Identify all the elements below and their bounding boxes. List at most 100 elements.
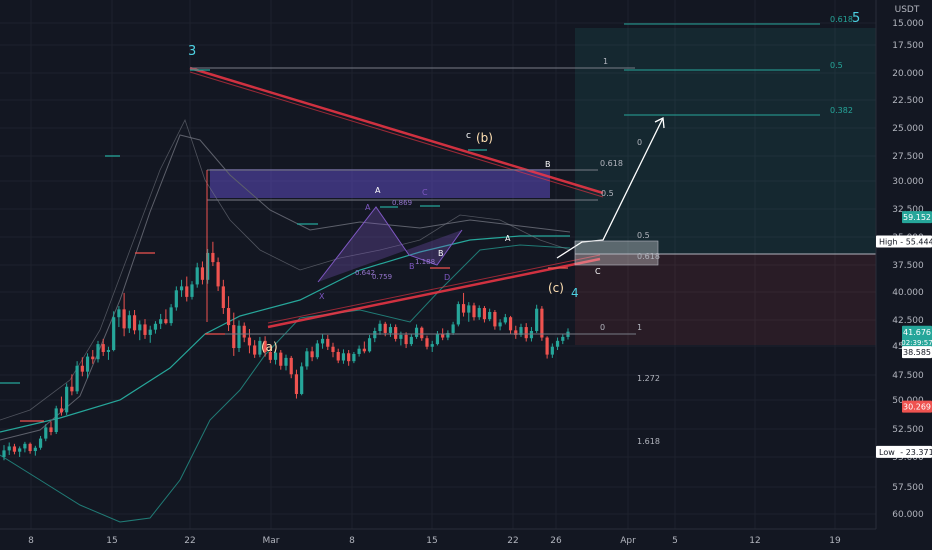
candle-body [482,308,487,320]
wave-label: (b) [476,131,493,145]
candle-body [326,338,330,347]
candle-body [65,386,69,413]
candle-body [305,351,309,367]
candle-body [519,327,523,335]
time-tick-label: 15 [426,536,437,546]
candle-body [112,317,116,351]
fib-label: 0.618 [637,252,660,261]
price-tick-label: 30.000 [892,177,924,187]
candle-body [425,338,429,347]
candle-body [441,334,445,338]
price-tag [902,346,932,359]
candle-body [524,327,528,339]
moving-average-line [0,235,570,433]
candle-body [388,327,393,333]
triangle-upper-line-inner [189,71,604,198]
candle-body [185,286,189,297]
fib-label: 0.5 [637,231,650,240]
price-tag-value: 30.269 [903,403,931,412]
bollinger-upper [0,134,571,441]
price-tick-label: 27.500 [892,152,924,162]
candle-body [503,317,507,323]
price-tick-label: 52.500 [892,425,924,435]
time-tick-label: Mar [263,536,280,546]
time-tick-label: Apr [620,536,636,546]
wave-label: 3 [188,44,196,59]
candle-body [33,447,37,452]
candle-body [138,324,142,331]
stop-zone [575,254,876,345]
candle-body [91,356,95,360]
candle-body [75,365,79,392]
grid [0,0,876,529]
price-tick-label: 60.000 [892,510,924,520]
candle-body [247,337,252,346]
candle-body [561,336,565,341]
drawing-overlays [0,66,876,422]
candle-body [550,346,554,355]
price-tag-value: - 23.371 [900,448,932,457]
candle-body [279,352,283,366]
candle-body [12,446,17,452]
candle-body [367,338,372,352]
price-tag-value: 38.585 [903,348,931,357]
fib-label: 0 [637,138,642,147]
time-tick-label: 8 [349,536,355,546]
candle-body [206,252,210,280]
price-tick-label: 32.500 [892,205,924,215]
candle-body [535,308,539,331]
price-tag-prefix: High [879,237,897,246]
candle-body [164,319,168,324]
price-tick-label: 37.500 [892,261,924,271]
candle-body [28,443,32,452]
wave-label: 0.642 [355,269,375,277]
price-axis-background[interactable] [876,0,932,550]
candle-body [268,351,272,360]
target-zone [575,28,876,254]
candle-body [488,311,492,320]
candle-body [153,323,158,330]
bollinger-lower [0,244,571,523]
range-box [210,169,550,198]
candle-body [132,315,137,331]
candle-body [399,334,403,339]
time-axis-background[interactable] [0,529,876,550]
price-tick-label: 20.000 [892,69,924,79]
time-tick-label: 5 [672,536,678,546]
candle-body [555,340,560,347]
price-tag-value: 59.152 [903,213,931,222]
candle-body [284,357,288,366]
price-tag-countdown: 02:39:57 [901,339,932,347]
price-tag [876,235,932,248]
candle-body [174,290,178,308]
wave-label: 4 [571,286,579,300]
candle-body [70,386,74,392]
candle-body [59,408,64,413]
wave-label: 0.759 [372,273,392,281]
candle-body [18,448,22,452]
signal-line [0,118,571,421]
wave-label: X [319,292,325,301]
candle-body [23,443,27,449]
price-tick-label: 17.500 [892,41,924,51]
harmonic-pattern [317,206,463,283]
price-tick-label: 40.000 [892,288,924,298]
fib-levels: 1 0 0.618 0.5 0.5 0.618 0 1 1.272 1.618 0.618 0.5 0.… [600,15,853,446]
wave-label: B [438,249,444,258]
fib-label: 0 [600,323,605,332]
wave-label: B [545,160,551,169]
candle-body [54,408,58,433]
wave-label: (c) [548,281,564,295]
candle-body [461,304,466,313]
candle-body [514,330,518,335]
candle-body [159,319,163,324]
candle-body [373,330,377,339]
time-tick-label: 22 [507,536,518,546]
price-tag-prefix: Low [879,448,895,457]
fib-target-label: 0.382 [830,106,853,115]
time-tick-label: 19 [829,536,841,546]
time-tick-label: 22 [184,536,195,546]
